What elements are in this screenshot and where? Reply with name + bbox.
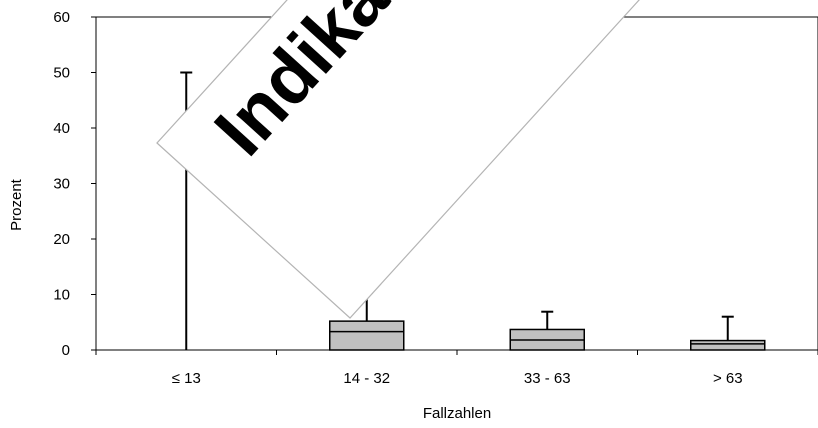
y-tick-label: 40: [53, 120, 70, 137]
box-4: [690, 315, 766, 351]
watermark-banner: [156, 0, 640, 319]
y-tick-label: 50: [53, 65, 70, 82]
y-tick-label: 20: [53, 231, 70, 248]
y-tick-label: 30: [53, 176, 70, 193]
box-2: [329, 291, 405, 351]
x-tick-label: 33 - 63: [524, 370, 571, 387]
y-axis: 0 10 20 30 40 50 60: [53, 9, 96, 359]
box-iqr: [690, 339, 766, 351]
x-tick-label: > 63: [713, 370, 743, 387]
x-tick-label: 14 - 32: [343, 370, 390, 387]
box-iqr: [329, 320, 405, 351]
y-tick-label: 10: [53, 287, 70, 304]
y-tick-label: 0: [62, 342, 70, 359]
x-axis: ≤ 13 14 - 32 33 - 63 > 63: [95, 350, 818, 387]
y-tick-label: 60: [53, 9, 70, 26]
y-axis-title: Prozent: [8, 178, 25, 231]
x-axis-title: Fallzahlen: [423, 405, 491, 422]
watermark-stamp: Indikator: [156, 0, 640, 319]
x-tick-label: ≤ 13: [172, 370, 201, 387]
box-3: [509, 310, 585, 351]
